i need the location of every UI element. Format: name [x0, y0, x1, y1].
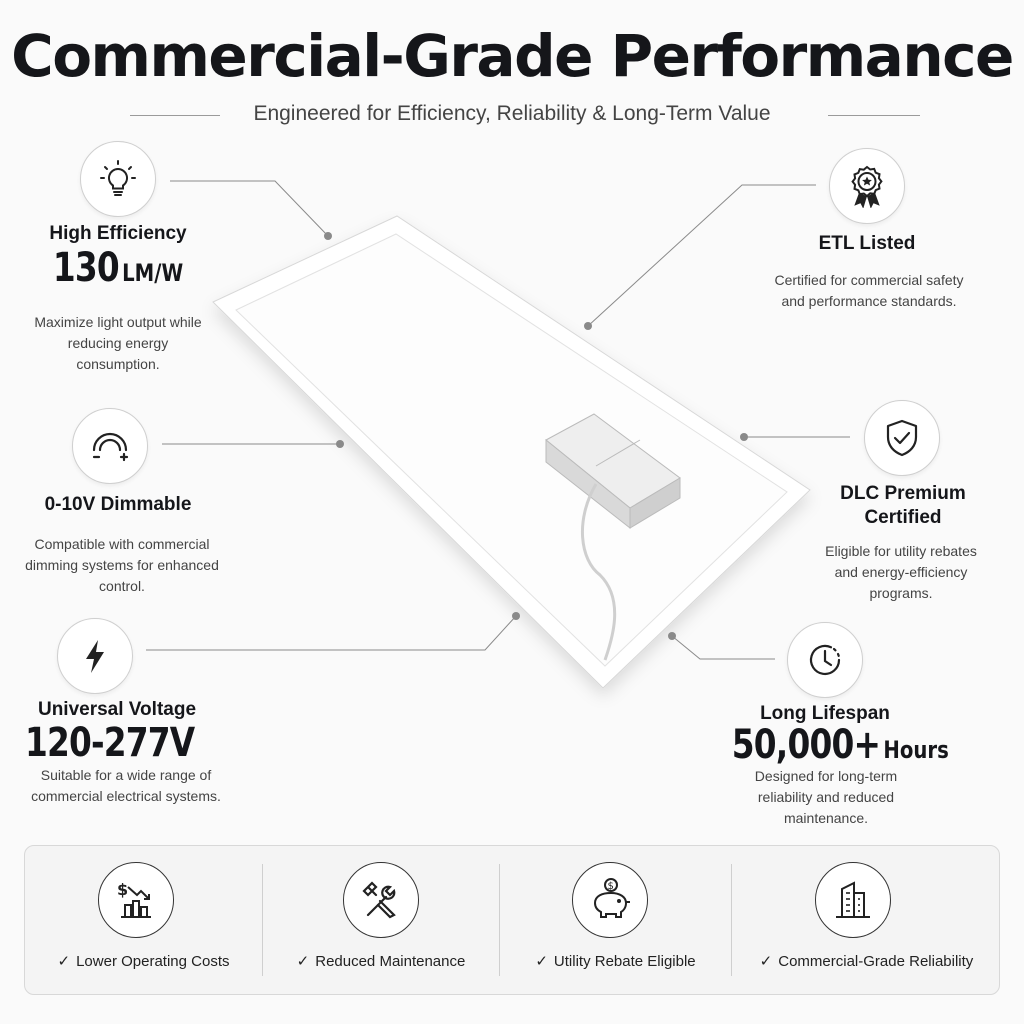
- feature-desc-voltage: Suitable for a wide range of commercial …: [31, 767, 221, 804]
- feature-desc-etl: Certified for commercial safety and perf…: [774, 272, 964, 309]
- svg-text:$: $: [608, 881, 614, 892]
- voltage-value: 120-277V: [25, 720, 195, 766]
- feature-title-voltage: Universal Voltage: [37, 699, 197, 720]
- feature-title-lifespan: Long Lifespan: [760, 703, 890, 724]
- lightning-bolt-icon: [57, 618, 133, 694]
- subtitle-divider-left: [130, 115, 220, 116]
- driver-cable: [580, 483, 617, 661]
- driver-box: [545, 413, 681, 530]
- benefit-label: ✓ Utility Rebate Eligible: [535, 952, 696, 970]
- piggy-bank-icon: $: [572, 862, 648, 938]
- shield-check-icon: [864, 400, 940, 476]
- leader-lines: [146, 180, 850, 660]
- benefit-label: ✓ Commercial-Grade Reliability: [759, 952, 974, 970]
- page-subtitle: Engineered for Efficiency, Reliability &…: [253, 102, 771, 125]
- feature-desc-efficiency: Maximize light output while reducing ene…: [34, 314, 202, 372]
- benefit-item: ✓ Reduced Maintenance: [263, 846, 499, 996]
- subtitle-divider-right: [828, 115, 920, 116]
- feature-title-etl: ETL Listed: [818, 233, 916, 254]
- feature-title-efficiency: High Efficiency: [49, 223, 187, 244]
- feature-desc-lifespan: Designed for long-term reliability and r…: [754, 768, 898, 826]
- subtitle-row: Engineered for Efficiency, Reliability &…: [0, 100, 1024, 132]
- check-icon: ✓: [759, 952, 773, 970]
- check-icon: ✓: [535, 952, 548, 970]
- efficiency-number: 130: [52, 245, 120, 291]
- lifespan-unit: Hours: [883, 736, 949, 764]
- led-panel-frame: [212, 215, 811, 689]
- office-building-icon: [815, 862, 891, 938]
- feature-title-dlc-line2: Certified: [864, 507, 942, 528]
- benefit-divider: [731, 864, 732, 976]
- lifespan-value: 50,000+ Hours: [731, 722, 949, 768]
- feature-title-dimmable: 0-10V Dimmable: [44, 494, 192, 515]
- leader-dots: [324, 232, 748, 640]
- benefit-label: ✓ Reduced Maintenance: [296, 952, 466, 970]
- award-ribbon-icon: [829, 148, 905, 224]
- efficiency-value: 130 LM/W: [36, 245, 200, 291]
- dimmer-icon: [72, 408, 148, 484]
- benefit-divider: [499, 864, 500, 976]
- benefit-item: $ ✓ Utility Rebate Eligible: [500, 846, 731, 996]
- benefit-label: ✓ Lower Operating Costs: [57, 952, 230, 970]
- check-icon: ✓: [57, 952, 71, 970]
- cost-down-chart-icon: $: [98, 862, 174, 938]
- efficiency-unit: LM/W: [122, 259, 184, 287]
- lifespan-number: 50,000+: [731, 722, 881, 768]
- benefits-panel: $ ✓ Lower Operating Costs ✓ Reduced Mainte…: [24, 845, 1000, 995]
- lightbulb-icon: [80, 141, 156, 217]
- feature-desc-dlc: Eligible for utility rebates and energy-…: [825, 543, 977, 601]
- page-title: Commercial-Grade Performance: [11, 22, 1014, 90]
- benefit-item: $ ✓ Lower Operating Costs: [25, 846, 262, 996]
- clock-icon: [787, 622, 863, 698]
- feature-title-dlc-line1: DLC Premium: [840, 483, 966, 504]
- benefit-item: ✓ Commercial-Grade Reliability: [732, 846, 1001, 996]
- feature-desc-dimmable: Compatible with commercial dimming syste…: [25, 536, 219, 594]
- wrench-screwdriver-icon: [343, 862, 419, 938]
- svg-text:$: $: [117, 880, 128, 899]
- benefit-divider: [262, 864, 263, 976]
- check-icon: ✓: [296, 952, 310, 970]
